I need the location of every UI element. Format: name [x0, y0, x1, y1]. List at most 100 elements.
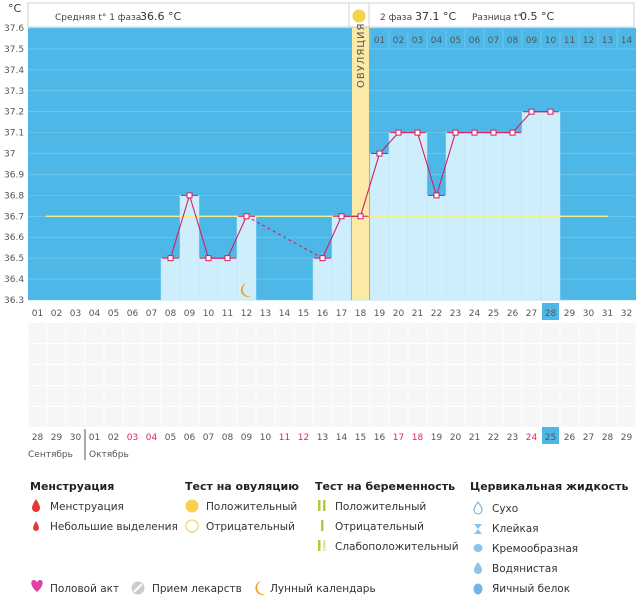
- note-cell: [104, 386, 123, 406]
- calendar-date-label: 13: [317, 433, 328, 443]
- note-cell: [256, 323, 275, 343]
- note-cell: [408, 344, 427, 364]
- note-cell: [85, 365, 104, 385]
- note-cell: [313, 407, 332, 427]
- temp-line-segment: [379, 132, 399, 154]
- note-cell: [351, 344, 370, 364]
- note-cell: [427, 365, 446, 385]
- note-cell: [104, 407, 123, 427]
- pregnancy-weak-icon: [318, 540, 326, 551]
- cycle-day-label: 31: [602, 309, 613, 319]
- calendar-date-label: 24: [526, 433, 538, 443]
- calendar-date-label: 01: [89, 433, 100, 443]
- cycle-day-label: 30: [583, 309, 595, 319]
- note-cell: [541, 365, 560, 385]
- note-cell: [123, 323, 142, 343]
- note-cell: [47, 407, 66, 427]
- cycle-day-label: 04: [89, 309, 101, 319]
- note-cell: [237, 344, 256, 364]
- note-cell: [199, 386, 218, 406]
- y-tick-label: 37: [4, 150, 15, 160]
- cycle-day-axis: 01 02 03 04 05 06 07 08 09 10 11 12 13 14 01 02 03 04 05 06…: [32, 30, 632, 320]
- note-cell: [351, 365, 370, 385]
- phase2-day-label: 12: [583, 36, 594, 46]
- note-cell: [522, 386, 541, 406]
- calendar-date-label: 30: [70, 433, 82, 443]
- egg-white-icon: [473, 583, 483, 595]
- calendar-date-label: 06: [184, 433, 196, 443]
- y-tick-label: 37.1: [4, 129, 24, 139]
- chart-header: °C Средняя t° 1 фаза 36.6 °C 2 фаза 37.1…: [8, 2, 635, 28]
- note-cell: [218, 365, 237, 385]
- note-cell: [199, 365, 218, 385]
- note-cell: [617, 407, 636, 427]
- calendar-date-label: 04: [146, 433, 158, 443]
- note-cell: [484, 365, 503, 385]
- note-cell: [560, 323, 579, 343]
- note-cell: [598, 344, 617, 364]
- cycle-day-label: 06: [127, 309, 139, 319]
- note-cell: [218, 407, 237, 427]
- note-cell: [560, 386, 579, 406]
- y-tick-label: 36.4: [4, 275, 24, 285]
- cycle-day-label: 16: [317, 309, 329, 319]
- legend-cervical-creamy: Кремообразная: [492, 543, 578, 555]
- temp-bar: [179, 195, 200, 301]
- note-cell: [66, 323, 85, 343]
- temp-diff-label: Разница t°: [472, 13, 522, 23]
- note-cell: [332, 344, 351, 364]
- note-cell: [503, 407, 522, 427]
- note-cell: [237, 365, 256, 385]
- legend-moon-calendar: Лунный календарь: [270, 583, 376, 595]
- cycle-day-label: 28: [545, 309, 557, 319]
- temp-point: [243, 213, 250, 220]
- note-cell: [560, 365, 579, 385]
- note-cell: [579, 365, 598, 385]
- y-tick-label: 36.5: [4, 254, 24, 264]
- note-cell: [104, 323, 123, 343]
- note-cell: [484, 323, 503, 343]
- calendar-date-label: 25: [545, 433, 556, 443]
- temp-point: [509, 129, 516, 136]
- note-cell: [28, 365, 47, 385]
- temp-point: [414, 129, 421, 136]
- legend-menstruation: Менструация: [50, 501, 124, 513]
- temp-point: [490, 129, 497, 136]
- legend-cervical-dry: Сухо: [492, 503, 518, 515]
- cycle-day-label: 21: [412, 309, 423, 319]
- note-cell: [408, 323, 427, 343]
- temp-point: [471, 129, 478, 136]
- y-tick-label: 37.4: [4, 66, 24, 76]
- today-cycle-marker: [542, 303, 559, 320]
- note-cell: [85, 407, 104, 427]
- note-cell: [218, 386, 237, 406]
- note-cell: [180, 386, 199, 406]
- note-cell: [503, 386, 522, 406]
- note-cell: [237, 386, 256, 406]
- note-cell: [294, 386, 313, 406]
- cycle-day-label: 17: [336, 309, 347, 319]
- today-date-marker: [542, 427, 559, 444]
- note-cell: [408, 407, 427, 427]
- cycle-day-label: 26: [507, 309, 519, 319]
- temp-line-gap: [246, 215, 323, 259]
- temp-bar: [540, 111, 561, 301]
- note-cell: [332, 323, 351, 343]
- note-cell: [85, 386, 104, 406]
- note-cell: [370, 407, 389, 427]
- note-cell: [294, 344, 313, 364]
- note-cell: [617, 386, 636, 406]
- note-cell: [313, 386, 332, 406]
- note-cell: [161, 365, 180, 385]
- cycle-day-label: 13: [260, 309, 271, 319]
- temp-point: [452, 129, 459, 136]
- temp-line-segment: [416, 132, 438, 196]
- note-cell: [28, 323, 47, 343]
- phase2-value: 37.1 °C: [415, 10, 456, 23]
- temp-point: [433, 192, 440, 199]
- calendar-date-label: 10: [260, 433, 272, 443]
- legend-title-cervical: Цервикальная жидкость: [470, 480, 628, 493]
- cycle-day-label: 15: [298, 309, 309, 319]
- phase2-day-label: 06: [469, 36, 481, 46]
- note-cell: [180, 407, 199, 427]
